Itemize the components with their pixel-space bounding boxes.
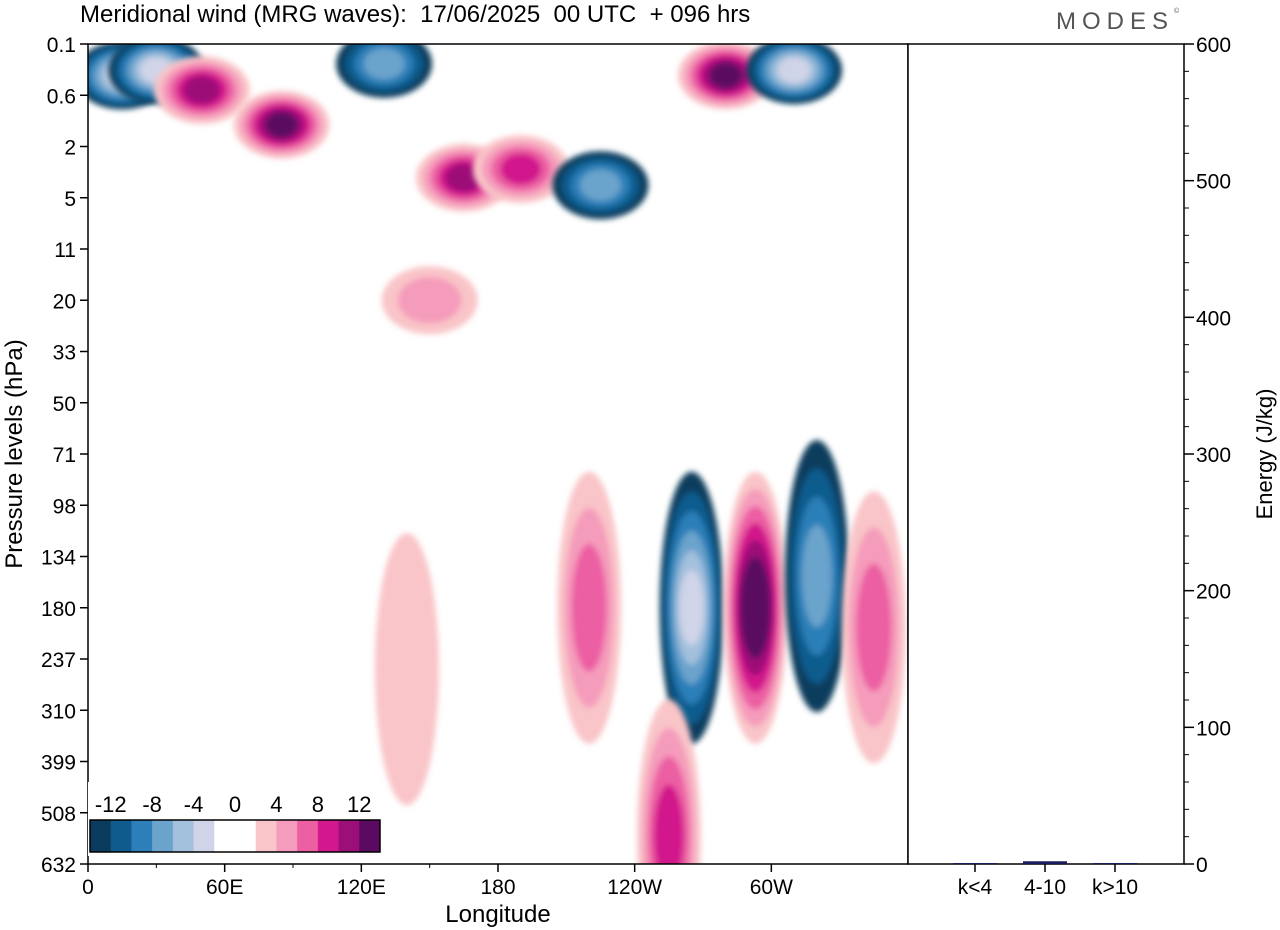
legend-swatch: [276, 820, 298, 852]
energy-panel-frame: [907, 43, 1185, 865]
energy-tick-label: 400: [1196, 307, 1231, 330]
y-tick-label: 50: [53, 393, 76, 416]
heatmap-field: [88, 44, 908, 864]
y-tick-label: 310: [41, 700, 76, 723]
legend-label: 4: [270, 792, 282, 817]
legend-swatch: [317, 820, 340, 852]
energy-bar: [1093, 863, 1137, 864]
heatmap-cell: [472, 135, 569, 204]
y-tick-label: 0.1: [47, 34, 76, 57]
legend-swatch: [172, 820, 195, 852]
y-tick-label: 508: [41, 803, 76, 826]
colorbar-legend: -12 -8 -4 0 4 8 12: [88, 782, 382, 856]
heatmap-cell: [723, 471, 788, 744]
y-tick-label: 2: [64, 137, 76, 160]
heatmap-cell: [659, 471, 724, 744]
energy-tick-label: 600: [1196, 34, 1231, 57]
legend-label: -12: [95, 792, 127, 817]
y-tick-label: 180: [41, 598, 76, 621]
energy-tick-label: 500: [1196, 171, 1231, 194]
logo-mark: ©: [1174, 8, 1180, 15]
energy-tick-label: 200: [1196, 581, 1231, 604]
y-tick-label: 632: [41, 854, 76, 877]
heatmap-cell: [636, 699, 701, 864]
heatmap-cell: [677, 44, 774, 110]
x-tick-label: 60E: [206, 876, 243, 899]
x-tick-label: 120W: [607, 876, 662, 899]
y-tick-label: 71: [53, 444, 76, 467]
chart-title: Meridional wind (MRG waves): 17/06/2025 …: [80, 1, 751, 28]
y-tick-label: 20: [53, 290, 76, 313]
energy-tick-label: 100: [1196, 717, 1231, 740]
legend-label: -8: [142, 792, 162, 817]
legend-swatch: [110, 820, 132, 852]
legend-label: -4: [184, 792, 204, 817]
legend-swatch: [338, 820, 360, 852]
y-tick-label: 33: [53, 342, 76, 365]
heatmap-cell: [233, 90, 330, 159]
x-axis-label: Longitude: [445, 901, 550, 928]
legend-swatch: [193, 820, 215, 852]
legend-swatch: [214, 820, 236, 852]
heatmap-cell: [153, 56, 250, 125]
energy-bars: [953, 861, 1137, 864]
y-tick-label: 399: [41, 752, 76, 775]
x-tick-label: 180: [480, 876, 515, 899]
heatmap-cell: [841, 491, 906, 764]
heatmap-cell: [784, 440, 849, 713]
legend-swatch: [255, 820, 277, 852]
energy-axis-label: Energy (J/kg): [1252, 389, 1277, 520]
energy-bar: [1023, 861, 1067, 864]
energy-category-label: k>10: [1092, 876, 1138, 899]
y-axis-label: Pressure levels (hPa): [1, 339, 28, 568]
heatmap-cell: [552, 151, 649, 220]
legend-swatch: [152, 820, 174, 852]
y-tick-label: 5: [64, 188, 76, 211]
legend-swatch: [90, 820, 112, 852]
legend-swatch: [297, 820, 319, 852]
legend-swatch: [359, 820, 381, 852]
y-tick-label: 98: [53, 495, 76, 518]
x-tick-label: 0: [82, 876, 94, 899]
energy-bar: [953, 863, 997, 864]
legend-swatch: [131, 820, 153, 852]
heatmap-cell: [746, 44, 843, 105]
y-tick-label: 11: [54, 239, 76, 262]
legend-label: 0: [229, 792, 241, 817]
energy-category-label: 4-10: [1024, 876, 1066, 899]
logo-text: MODES: [1056, 8, 1175, 35]
legend-swatch: [235, 820, 257, 852]
x-tick-label: 60W: [750, 876, 793, 899]
y-tick-label: 0.6: [47, 85, 76, 108]
legend-label: 8: [312, 792, 324, 817]
energy-category-label: k<4: [958, 876, 993, 899]
energy-tick-label: 300: [1196, 444, 1231, 467]
energy-tick-label: 0: [1196, 854, 1208, 877]
heatmap-axes: 0.1 0.6 2 5 11 20 33 50 71 98 134 180 237 310 399 508 63…: [41, 34, 793, 899]
modes-logo: MODES©: [1056, 8, 1179, 36]
heatmap-cell: [336, 44, 433, 98]
legend-frame: [89, 819, 381, 853]
y-tick-label: 237: [41, 649, 76, 672]
heatmap-cell: [374, 533, 439, 806]
legend-label: 12: [347, 792, 371, 817]
x-tick-label: 120E: [337, 876, 386, 899]
energy-axes: 0 100 200 300 400 500 600 k<4 4-10 k>10: [958, 34, 1231, 899]
heatmap-cell: [381, 266, 478, 335]
y-tick-label: 134: [41, 547, 76, 570]
heatmap-cell: [557, 471, 622, 744]
